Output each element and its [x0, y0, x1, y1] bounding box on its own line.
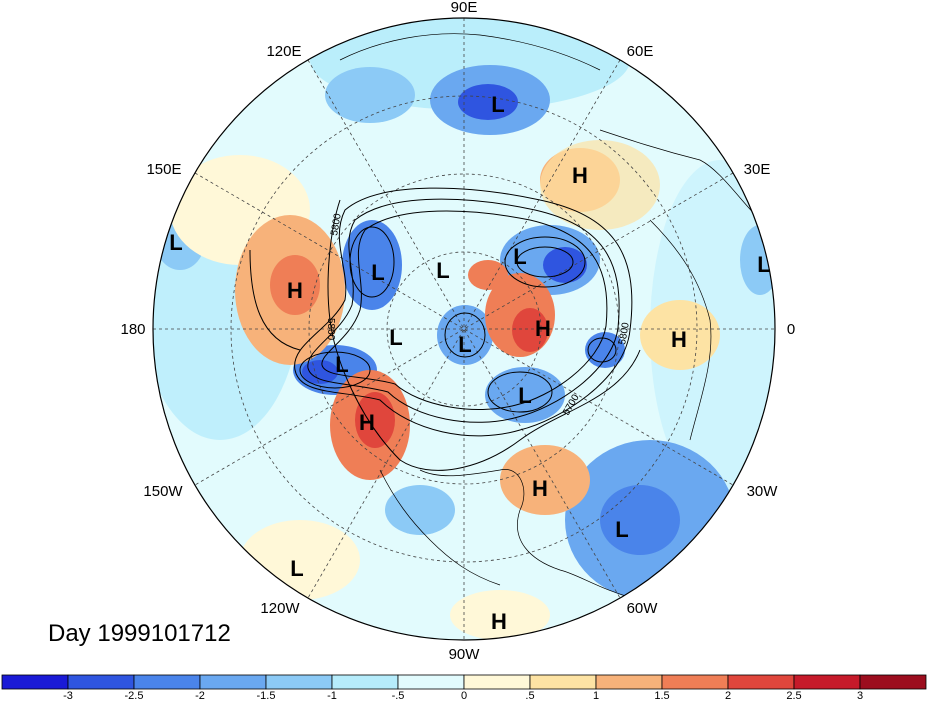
- lon-label: 180: [120, 321, 145, 338]
- high-marker: H: [535, 316, 551, 341]
- lon-label: 60W: [627, 600, 659, 617]
- colorbar-tick-label: 2: [725, 690, 731, 702]
- colorbar-tick-label: -3: [63, 690, 73, 702]
- lon-label: 150E: [146, 161, 181, 178]
- colorbar-tick-label: -2.5: [125, 690, 144, 702]
- height-contours: [249, 187, 641, 471]
- colorbar-tick-label: 0: [461, 690, 467, 702]
- high-marker: H: [671, 327, 687, 352]
- colorbar-swatch: [133, 674, 201, 690]
- low-marker: L: [335, 352, 348, 377]
- low-marker: L: [436, 258, 449, 283]
- anomaly-field: [153, 18, 775, 640]
- lon-label: 120W: [260, 600, 300, 617]
- pressure-system-markers: L L L L L L L L L L L L H H H H H H H: [169, 92, 770, 634]
- colorbar-swatch: [727, 674, 795, 690]
- low-marker: L: [458, 332, 471, 357]
- low-marker: L: [513, 244, 526, 269]
- colorbar-tick-label: -1: [327, 690, 337, 702]
- colorbar-tick-label: 3: [857, 690, 863, 702]
- lon-label: 120E: [266, 43, 301, 60]
- low-marker: L: [757, 252, 770, 277]
- low-marker: L: [290, 556, 303, 581]
- lon-label: 90W: [449, 646, 481, 663]
- longitude-labels: 90E 60E 30E 0 30W 60W 90W 120W 150W 180 …: [120, 0, 795, 663]
- lon-label: 0: [787, 321, 795, 338]
- colorbar-tick-label: 1: [593, 690, 599, 702]
- contour-label: 5800: [329, 212, 344, 236]
- colorbar-tick-label: 1.5: [654, 690, 669, 702]
- high-marker: H: [532, 476, 548, 501]
- colorbar-swatch: [859, 674, 927, 690]
- lon-label: 30W: [747, 483, 779, 500]
- coastlines: [339, 33, 761, 601]
- colorbar-swatch: [265, 674, 333, 690]
- low-marker: L: [169, 230, 182, 255]
- lon-label: 30E: [744, 161, 771, 178]
- map-border: [152, 17, 776, 641]
- contour-label: 5800: [325, 318, 336, 341]
- low-marker: L: [389, 325, 402, 350]
- high-marker: H: [287, 278, 303, 303]
- lon-label: 60E: [627, 43, 654, 60]
- low-marker: L: [491, 92, 504, 117]
- colorbar-swatch: [463, 674, 531, 690]
- colorbar-tick-label: -2: [195, 690, 205, 702]
- high-marker: H: [359, 410, 375, 435]
- low-marker: L: [371, 260, 384, 285]
- lon-label: 150W: [143, 483, 183, 500]
- low-marker: L: [518, 383, 531, 408]
- date-label: Day 1999101712: [48, 620, 231, 647]
- colorbar-swatch: [595, 674, 663, 690]
- colorbar: -3 -2.5 -2 -1.5 -1 -.5 0 .5 1 1.5 2 2.5 3: [1, 674, 927, 702]
- lon-label: 90E: [451, 0, 478, 16]
- colorbar-swatch: [199, 674, 267, 690]
- high-marker: H: [491, 609, 507, 634]
- high-marker: H: [572, 163, 588, 188]
- colorbar-swatch: [397, 674, 465, 690]
- colorbar-swatch: [1, 674, 69, 690]
- colorbar-swatch: [793, 674, 861, 690]
- colorbar-swatch: [661, 674, 729, 690]
- graticule: [153, 18, 775, 640]
- colorbar-swatch: [331, 674, 399, 690]
- colorbar-swatch: [529, 674, 597, 690]
- colorbar-tick-label: 2.5: [786, 690, 801, 702]
- contour-label: 5800: [617, 321, 632, 345]
- low-marker: L: [615, 517, 628, 542]
- colorbar-tick-label: -1.5: [257, 690, 276, 702]
- colorbar-tick-label: .5: [525, 690, 534, 702]
- colorbar-swatch: [67, 674, 135, 690]
- colorbar-tick-label: -.5: [392, 690, 405, 702]
